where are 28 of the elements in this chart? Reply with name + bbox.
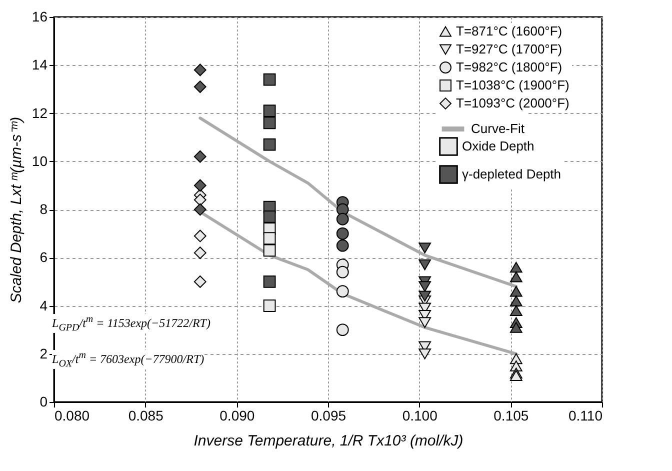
legend-label: Curve-Fit bbox=[471, 121, 525, 136]
annotation: Oxide Depth bbox=[462, 138, 534, 154]
x-tick-label: 0.100 bbox=[402, 408, 438, 424]
x-axis-title: Inverse Temperature, 1/R Tx10³ (mol/kJ) bbox=[194, 432, 464, 450]
y-axis-title: Scaled Depth, Lxt ᵐ(µm-s⁻ᵐ) bbox=[8, 116, 25, 304]
annotation: L$_{OX}$/t$^{m}$ = 7603exp(−77900/RT) bbox=[52, 350, 204, 370]
y-tick-label: 6 bbox=[40, 249, 48, 266]
y-tick-label: 0 bbox=[40, 394, 48, 410]
legend-label: T=982°C (1800°F) bbox=[456, 60, 562, 74]
annotation: L$_{GPD}$/t$^{m}$ = 1153exp(−51722/RT) bbox=[52, 314, 210, 334]
y-tick-label: 8 bbox=[40, 201, 48, 217]
legend-label: T=1038°C (1900°F) bbox=[456, 78, 570, 92]
y-tick-label: 2 bbox=[40, 345, 48, 362]
y-tick-label: 14 bbox=[32, 56, 48, 73]
legend-label: T=1093°C (2000°F) bbox=[456, 96, 570, 110]
legend-label: T=871°C (1600°F) bbox=[456, 24, 562, 38]
y-tick-label: 12 bbox=[32, 104, 48, 121]
annotation: γ-depleted Depth bbox=[462, 166, 562, 182]
y-tick-label: 4 bbox=[40, 297, 48, 314]
legend-label: T=927°C (1700°F) bbox=[456, 42, 562, 56]
y-tick-label: 10 bbox=[32, 152, 48, 169]
x-tick-label: 0.080 bbox=[54, 408, 90, 424]
x-tick-label: 0.085 bbox=[128, 408, 164, 424]
x-tick-label: 0.090 bbox=[220, 408, 255, 424]
y-tick-label: 16 bbox=[32, 8, 48, 24]
x-tick-label: 0.095 bbox=[310, 408, 346, 424]
x-tick-label: 0.105 bbox=[494, 408, 529, 424]
x-tick-label: 0.110 bbox=[568, 408, 603, 424]
